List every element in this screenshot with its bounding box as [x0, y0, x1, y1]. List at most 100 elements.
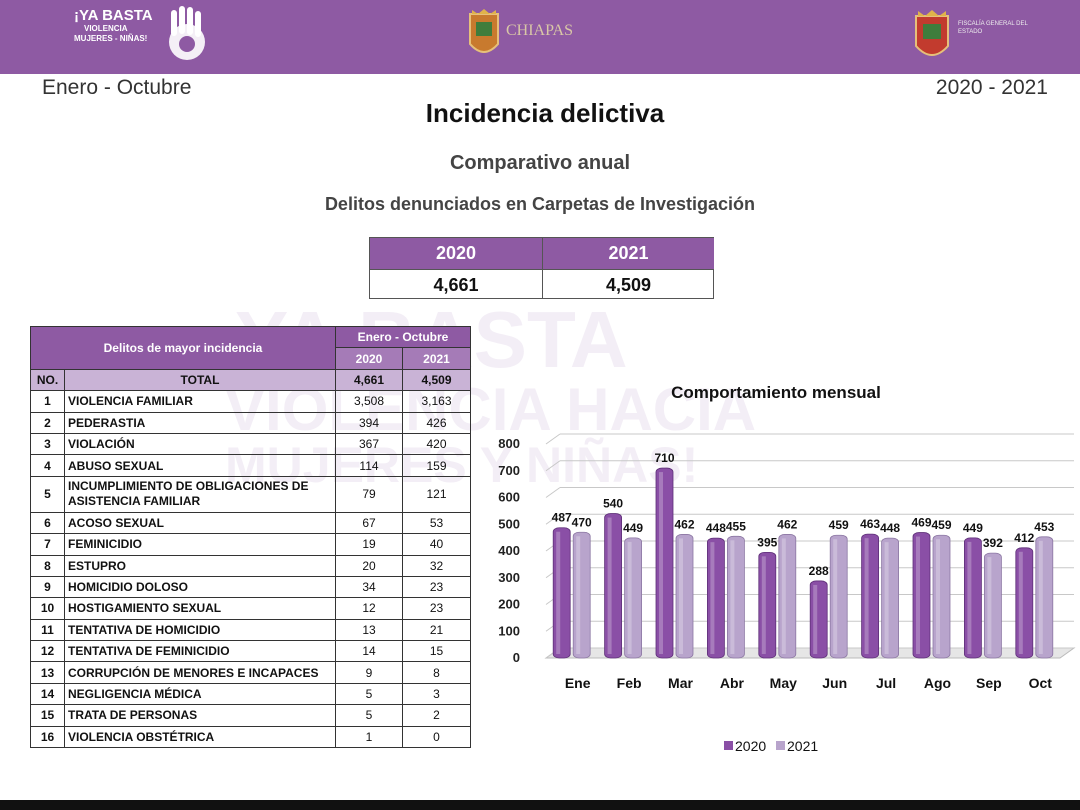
value-2020: 19 [335, 533, 403, 556]
y-tick-label: 600 [498, 490, 520, 505]
crime-name: HOMICIDIO DOLOSO [64, 575, 336, 599]
value-2020: 9 [335, 661, 403, 684]
bottom-bar [0, 800, 1080, 810]
monthly-bar-chart: Comportamiento mensual 0 100 200 300 400 500 60… [498, 383, 1076, 754]
bar-2021-Abr [726, 535, 745, 659]
crime-name: PEDERASTIA [64, 411, 336, 434]
summary-year-b: 2021 [542, 238, 714, 269]
value-2020: 114 [335, 454, 403, 477]
table-row: 2 PEDERASTIA 394 426 [30, 411, 471, 434]
prosecutor-seal-icon [915, 10, 949, 56]
state-name: CHIAPAS [506, 22, 573, 39]
bar-highlight [884, 542, 889, 654]
value-2020: 3,508 [335, 390, 403, 413]
bar-2021-Feb [624, 537, 643, 659]
value-2021: 0 [402, 725, 471, 749]
value-2021: 15 [402, 640, 471, 663]
annual-summary-table: 2020 2021 4,661 4,509 [369, 237, 714, 299]
table-period-label: Enero - Octubre [335, 325, 471, 349]
campaign-line2: VIOLENCIA [84, 24, 128, 33]
row-number: 4 [30, 454, 65, 477]
table-total-a: 4,661 [335, 368, 403, 392]
row-number: 7 [30, 533, 65, 556]
row-number: 16 [30, 725, 65, 749]
bar-2021-Sep [983, 552, 1002, 659]
bar-highlight [1038, 540, 1043, 654]
data-label: 449 [963, 521, 983, 535]
page-subtitle-2: Delitos denunciados en Carpetas de Inves… [324, 194, 756, 214]
crime-name: VIOLACIÓN [64, 432, 336, 456]
data-label: 448 [706, 521, 726, 535]
data-label: 487 [552, 511, 572, 525]
table-row: 3 VIOLACIÓN 367 420 [30, 432, 471, 456]
bar-highlight [967, 541, 972, 654]
data-label: 392 [983, 536, 1003, 550]
row-number: 8 [30, 554, 65, 577]
chart-gridline [545, 433, 561, 445]
chart-gridline [545, 513, 561, 525]
bar-2020-Sep [963, 537, 982, 659]
bar-highlight [627, 541, 632, 654]
bar-highlight [1018, 551, 1023, 654]
summary-total-a: 4,661 [370, 269, 542, 299]
table-row: 14 NEGLIGENCIA MÉDICA 5 3 [30, 682, 471, 706]
bar-highlight [813, 584, 818, 654]
data-label: 395 [757, 535, 777, 549]
bar-2020-Abr [706, 537, 725, 659]
bar-2021-Jun [829, 534, 848, 659]
bar-2020-Ago [912, 532, 931, 659]
value-2021: 3,163 [402, 390, 471, 413]
data-label: 462 [674, 517, 694, 531]
crime-name: NEGLIGENCIA MÉDICA [64, 682, 336, 706]
row-number: 3 [30, 432, 65, 456]
table-total-row: NO. TOTAL 4,661 4,509 [30, 368, 471, 392]
table-row: 4 ABUSO SEXUAL 114 159 [30, 454, 471, 477]
value-2020: 367 [335, 432, 403, 456]
chart-gridline [545, 487, 561, 498]
period-right: 2020 - 2021 [935, 76, 1048, 99]
row-number: 14 [30, 682, 65, 706]
value-2020: 5 [335, 682, 403, 706]
crime-name: ABUSO SEXUAL [64, 454, 336, 477]
value-2020: 12 [335, 597, 403, 620]
value-2021: 21 [402, 618, 471, 642]
value-2021: 159 [402, 454, 471, 477]
bar-highlight [556, 531, 561, 654]
table-row: 13 CORRUPCIÓN DE MENORES E INCAPACES 9 8 [30, 661, 471, 684]
legend-label-2020: 2020 [735, 738, 766, 754]
bar-2020-Oct [1015, 547, 1034, 659]
y-tick-label: 500 [498, 516, 520, 531]
bar-2020-Jun [809, 580, 828, 659]
prosecutor-name: FISCALÍA GENERAL DEL ESTADO [958, 21, 1028, 35]
bar-2020-Feb [604, 513, 622, 659]
table-no-header: NO. [30, 368, 65, 392]
value-2020: 1 [335, 725, 403, 749]
bar-highlight [679, 538, 683, 654]
bar-highlight [659, 472, 663, 654]
hand-icon [169, 6, 205, 60]
chart-gridline [545, 460, 561, 472]
x-tick-label: Feb [617, 675, 642, 691]
x-tick-label: Oct [1029, 675, 1053, 691]
data-label: 459 [931, 518, 951, 532]
x-tick-label: Jun [822, 675, 847, 691]
legend-swatch-2020 [724, 741, 733, 750]
crime-name: FEMINICIDIO [64, 533, 336, 556]
bar-highlight [987, 557, 992, 654]
bar-highlight [781, 538, 786, 654]
bar-2021-Mar [675, 534, 694, 659]
campaign-logo: ¡YA BASTA VIOLENCIA MUJERES - NIÑAS! [74, 8, 214, 64]
row-number: 9 [30, 575, 65, 599]
data-label: 469 [911, 516, 931, 530]
table-row: 9 HOMICIDIO DOLOSO 34 23 [30, 575, 471, 599]
bar-2020-Jul [861, 533, 880, 659]
y-tick-label: 300 [498, 570, 520, 585]
data-label: 453 [1034, 520, 1054, 534]
data-label: 455 [726, 519, 746, 533]
x-tick-label: Mar [668, 675, 693, 691]
value-2021: 53 [402, 511, 471, 535]
row-number: 15 [30, 704, 65, 727]
page-subtitle: Comparativo anual [449, 152, 631, 174]
y-tick-label: 100 [498, 623, 520, 638]
row-number: 11 [30, 618, 65, 642]
